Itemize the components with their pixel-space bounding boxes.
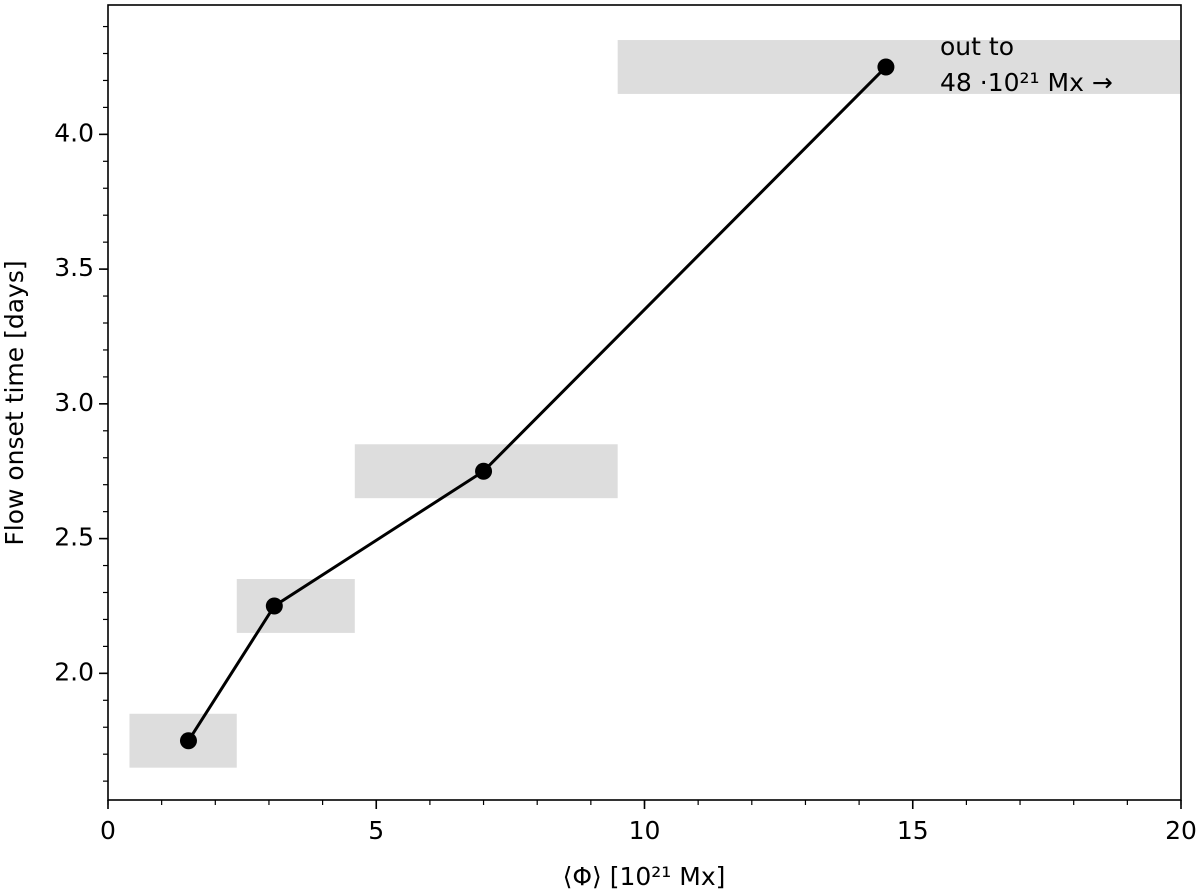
x-tick-label: 15 (897, 816, 929, 845)
y-tick-label: 2.0 (54, 657, 94, 686)
x-tick-label: 20 (1165, 816, 1197, 845)
data-point (475, 462, 493, 480)
data-point (265, 597, 283, 615)
y-tick-label: 4.0 (54, 118, 94, 147)
annotation: out to (940, 32, 1014, 61)
plot-area (129, 40, 1181, 768)
x-tick-label: 5 (368, 816, 384, 845)
data-line (187, 65, 887, 742)
y-tick-label: 2.5 (54, 523, 94, 552)
data-point (877, 58, 895, 76)
plot-frame (107, 4, 1182, 801)
x-tick-label: 0 (100, 816, 116, 845)
annotation: 48 ·10²¹ Mx → (940, 68, 1113, 97)
y-axis-label: Flow onset time [days] (0, 260, 29, 545)
range-box (236, 579, 355, 633)
range-box (617, 40, 1181, 94)
x-axis-label: ⟨Φ⟩ [10²¹ Mx] (563, 862, 726, 891)
y-tick-label: 3.0 (54, 388, 94, 417)
y-tick-label: 3.5 (54, 253, 94, 282)
x-tick-label: 10 (629, 816, 661, 845)
data-point (179, 732, 197, 750)
